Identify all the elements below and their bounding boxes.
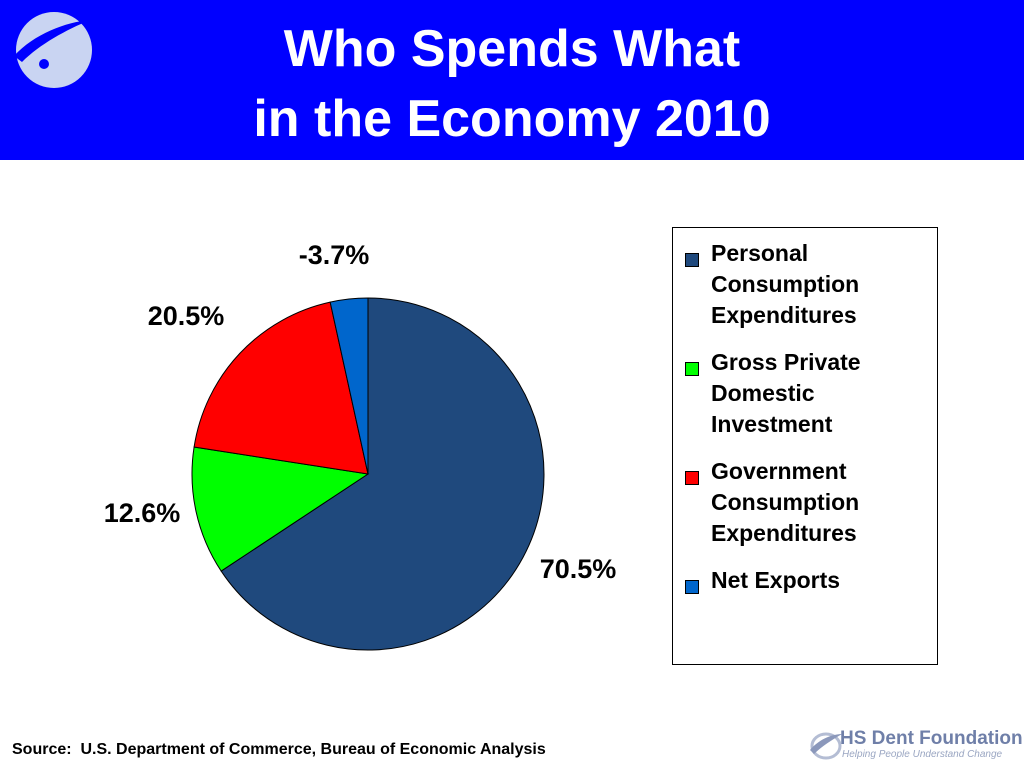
legend-swatch <box>685 362 699 376</box>
title-banner: Who Spends What in the Economy 2010 <box>0 0 1024 160</box>
pie-label-personal-consumption-expenditures: 70.5% <box>540 554 617 584</box>
pie-labels: 70.5% 12.6% 20.5% -3.7% <box>104 240 617 584</box>
page-title-line2: in the Economy 2010 <box>253 90 771 148</box>
pie-slice-personal-consumption-expenditures <box>220 297 545 651</box>
pie-label-government-consumption-expenditures: 20.5% <box>148 301 225 331</box>
org-tagline: Helping People Understand Change <box>842 749 1003 760</box>
pie-label-gross-private-domestic-investment: 12.6% <box>104 498 181 528</box>
legend-item-personal-consumption: Personal Consumption Expenditures <box>685 238 921 331</box>
pie-slice-gross-private-domestic-investment <box>191 446 370 572</box>
legend-label: Government Consumption Expenditures <box>711 458 860 546</box>
org-name: HS Dent Foundation <box>840 728 1023 749</box>
legend-swatch <box>685 471 699 485</box>
page-title-line1: Who Spends What <box>283 20 741 78</box>
legend-label: Gross Private Domestic Investment <box>711 349 861 437</box>
pie-slice-net-exports <box>329 297 369 475</box>
pie-slices <box>191 297 545 651</box>
pie-label-net-exports: -3.7% <box>299 240 370 270</box>
legend-item-net-exports: Net Exports <box>685 565 921 596</box>
hs-dent-swoosh-logo-icon <box>14 12 92 88</box>
pie-slice-government-consumption-expenditures <box>193 301 369 475</box>
hs-dent-foundation-logo-icon <box>810 732 842 760</box>
legend-label: Net Exports <box>711 567 841 593</box>
legend-label: Personal Consumption Expenditures <box>711 240 860 328</box>
pie-chart: 70.5% 12.6% 20.5% -3.7% <box>104 240 617 651</box>
legend-item-private-investment: Gross Private Domestic Investment <box>685 347 921 440</box>
legend-item-government-consumption: Government Consumption Expenditures <box>685 456 921 549</box>
legend-swatch <box>685 253 699 267</box>
legend-swatch <box>685 580 699 594</box>
chart-legend: Personal Consumption Expenditures Gross … <box>672 227 938 665</box>
source-note: Source: U.S. Department of Commerce, Bur… <box>12 741 546 758</box>
